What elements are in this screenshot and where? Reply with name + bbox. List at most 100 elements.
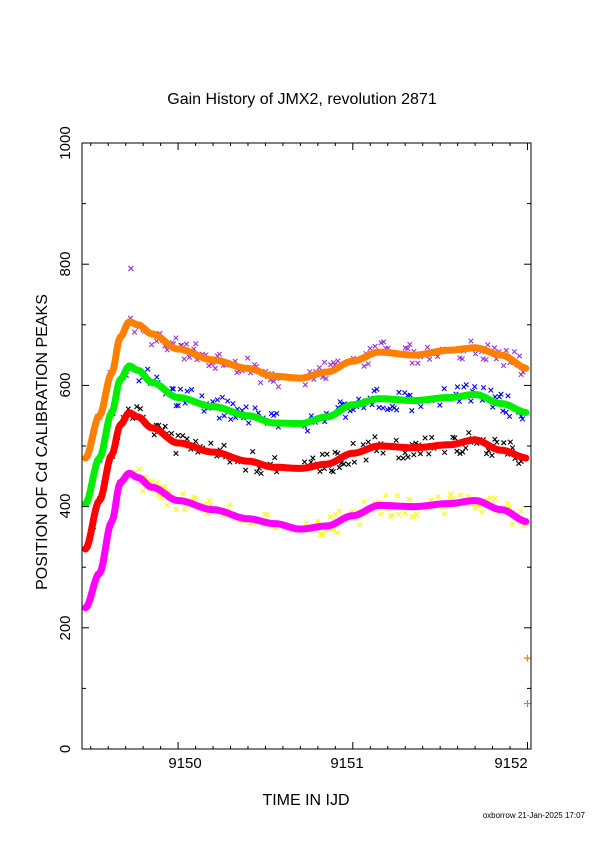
fit-marker bbox=[103, 539, 110, 546]
fit-marker bbox=[92, 419, 99, 426]
fit-line bbox=[82, 362, 530, 508]
outlier-point bbox=[524, 654, 532, 662]
y-tick-label-0: 0 bbox=[57, 745, 74, 753]
scatter-point bbox=[254, 469, 260, 475]
chart-title: Gain History of JMX2, revolution 2871 bbox=[167, 91, 437, 108]
fit-marker bbox=[134, 321, 141, 328]
fit-marker bbox=[103, 469, 110, 476]
fit-marker bbox=[117, 421, 124, 428]
scatter-point bbox=[468, 398, 474, 404]
scatter-point bbox=[504, 500, 510, 507]
scatter-point bbox=[479, 509, 485, 515]
scatter-point bbox=[488, 387, 494, 393]
scatter-point bbox=[341, 461, 347, 467]
scatter-point bbox=[335, 450, 341, 456]
scatter-point bbox=[429, 434, 435, 441]
fit-marker bbox=[127, 410, 134, 417]
y-tick-label-600: 600 bbox=[57, 372, 74, 397]
scatter-point bbox=[252, 405, 258, 411]
fit-marker bbox=[127, 470, 134, 477]
scatter-point bbox=[136, 466, 142, 472]
scatter-point bbox=[511, 348, 518, 355]
scatter-point bbox=[334, 530, 341, 536]
fit-marker bbox=[113, 432, 120, 439]
fit-marker bbox=[120, 417, 127, 424]
scatter-point bbox=[489, 452, 495, 459]
scatter-point bbox=[270, 412, 277, 419]
scatter-point bbox=[336, 464, 343, 471]
fit-marker bbox=[138, 369, 145, 376]
scatter-point bbox=[485, 342, 491, 348]
scatter-point bbox=[149, 478, 155, 485]
scatter-point bbox=[275, 383, 282, 390]
scatter-point bbox=[245, 420, 252, 426]
fit-marker bbox=[134, 367, 141, 374]
scatter-point bbox=[459, 449, 466, 455]
scatter-point bbox=[501, 440, 507, 446]
scatter-point bbox=[466, 430, 472, 436]
scatter-point bbox=[221, 413, 227, 419]
scatter-point bbox=[447, 491, 454, 497]
fit-marker bbox=[110, 406, 117, 413]
scatter-point bbox=[516, 353, 523, 359]
scatter-point bbox=[413, 511, 420, 518]
scatter-point bbox=[164, 502, 170, 508]
scatter-point bbox=[188, 386, 195, 393]
outlier-point bbox=[127, 265, 134, 272]
scatter-point bbox=[162, 423, 168, 430]
fit-series-2 bbox=[82, 409, 530, 553]
scatter-point bbox=[409, 360, 415, 366]
fit-marker bbox=[110, 448, 117, 455]
fit-marker bbox=[89, 433, 96, 440]
fit-marker bbox=[85, 493, 92, 500]
scatter-point bbox=[435, 494, 441, 500]
fit-marker bbox=[82, 455, 89, 462]
fit-marker bbox=[120, 371, 127, 378]
scatter-point bbox=[131, 329, 138, 335]
scatter-point bbox=[406, 496, 412, 503]
scatter-point bbox=[405, 454, 411, 460]
fit-marker bbox=[82, 604, 89, 611]
scatter-point bbox=[321, 359, 328, 366]
fit-marker bbox=[96, 455, 103, 462]
scatter-point bbox=[319, 531, 326, 537]
scatter-point bbox=[224, 398, 231, 404]
scatter-point bbox=[173, 335, 179, 341]
scatter-point bbox=[437, 402, 443, 408]
scatter-point bbox=[201, 408, 207, 414]
scatter-point bbox=[361, 363, 367, 369]
scatter-point bbox=[492, 436, 498, 442]
scatter-point bbox=[411, 452, 417, 458]
scatter-point bbox=[351, 459, 358, 465]
scatter-point bbox=[402, 449, 408, 456]
scatter-point bbox=[183, 341, 190, 347]
fit-marker bbox=[113, 346, 120, 353]
scatter-point bbox=[180, 432, 186, 439]
scatter-point bbox=[208, 440, 214, 446]
scatter-point bbox=[264, 511, 271, 518]
fit-marker bbox=[106, 454, 113, 461]
fit-marker bbox=[99, 446, 106, 453]
fit-marker bbox=[131, 412, 138, 419]
scatter-point bbox=[503, 347, 509, 354]
outlier-point bbox=[524, 700, 532, 708]
scatter-point bbox=[371, 388, 377, 394]
plot-area bbox=[82, 265, 532, 708]
scatter-point bbox=[274, 410, 280, 417]
scatter-point bbox=[345, 461, 352, 468]
scatter-point bbox=[426, 451, 432, 457]
scatter-point bbox=[372, 434, 378, 440]
scatter-point bbox=[457, 450, 463, 457]
scatter-point bbox=[468, 338, 474, 344]
scatter-point bbox=[380, 450, 386, 456]
scatter-point bbox=[173, 506, 179, 512]
fit-marker bbox=[96, 497, 103, 504]
fit-marker bbox=[120, 476, 127, 483]
fit-marker bbox=[103, 386, 110, 393]
scatter-point bbox=[393, 437, 399, 444]
scatter-series-2 bbox=[90, 403, 524, 530]
scatter-point bbox=[310, 455, 316, 461]
scatter-point bbox=[457, 492, 464, 498]
scatter-point bbox=[480, 384, 487, 391]
